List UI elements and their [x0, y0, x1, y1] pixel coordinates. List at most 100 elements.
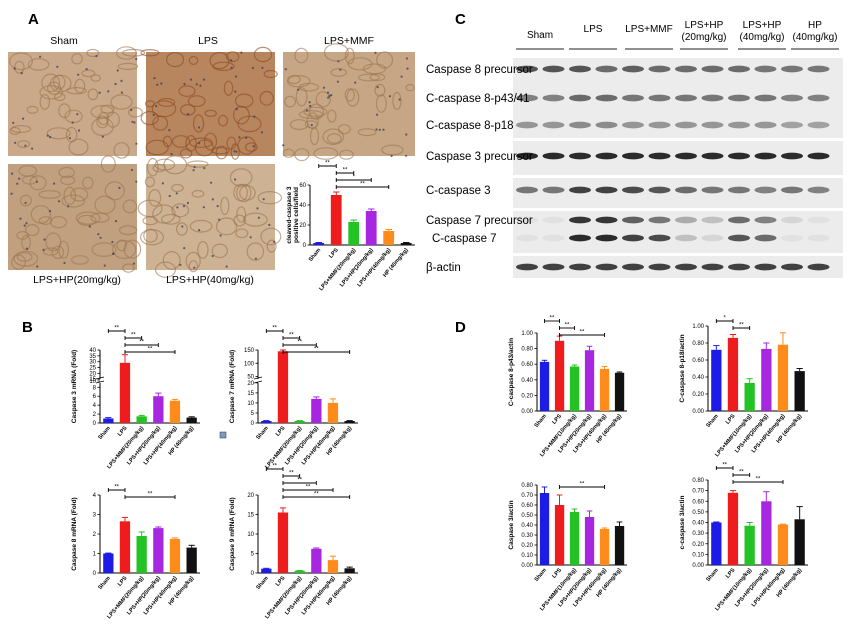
- tissue-nucleus: [135, 57, 138, 61]
- x-category-label: LPS: [725, 413, 737, 425]
- tissue-nucleus: [130, 108, 133, 112]
- tissue-nucleus: [218, 218, 221, 221]
- significance-label: **: [314, 492, 319, 498]
- bar: [761, 501, 772, 566]
- tissue-tubule: [289, 119, 309, 131]
- tissue-tubule: [155, 261, 177, 278]
- tissue-nucleus: [261, 66, 264, 69]
- blot-band: [807, 94, 830, 102]
- bar: [777, 344, 789, 411]
- tissue-tubule: [163, 155, 188, 175]
- blot-band: [542, 186, 565, 194]
- tissue-tubule: [284, 95, 297, 108]
- tissue-tubule: [90, 212, 110, 223]
- y-tick-label: 2: [93, 412, 97, 418]
- tissue-tubule: [29, 175, 47, 191]
- y-axis-label: cleaved-caspase 3positive cells/field: [286, 186, 300, 243]
- blot-band: [595, 234, 618, 242]
- significance-label: **: [580, 330, 585, 336]
- tissue-nucleus: [11, 172, 14, 175]
- tissue-tubule: [220, 196, 230, 216]
- y-tick-label: 0.80: [692, 341, 704, 347]
- blot-band: [781, 94, 803, 102]
- bar: [277, 351, 289, 423]
- y-tick-label: 4: [93, 403, 97, 409]
- tissue-tubule: [187, 95, 206, 107]
- tissue-nucleus: [405, 133, 408, 136]
- legend-marker: [219, 431, 227, 439]
- blot-lane-label-line: Sham: [527, 30, 553, 41]
- blot-band: [754, 121, 777, 129]
- tissue-nucleus: [233, 150, 236, 153]
- tissue-tubule: [369, 73, 386, 82]
- bar: [186, 417, 197, 423]
- y-tick-label: 0.20: [692, 392, 704, 398]
- tissue-nucleus: [202, 206, 205, 209]
- blot-band: [622, 65, 644, 73]
- bar: [119, 521, 131, 573]
- tissue-nucleus: [30, 147, 34, 150]
- blot-band: [781, 152, 803, 160]
- significance-label: **: [550, 316, 555, 322]
- blot-band: [781, 263, 803, 271]
- tissue-nucleus: [257, 216, 260, 219]
- y-tick-label: 150: [244, 348, 255, 354]
- blot-band: [728, 216, 750, 224]
- significance-label: **: [739, 323, 744, 329]
- y-tick-label: 10: [247, 401, 254, 407]
- x-category-label: LPS: [117, 425, 129, 437]
- tissue-tubule: [246, 242, 265, 261]
- tissue-tubule: [230, 143, 240, 160]
- micrograph-label: LPS+HP(40mg/kg): [166, 274, 254, 286]
- tissue-tubule: [19, 194, 32, 207]
- tissue-tubule: [323, 43, 349, 62]
- tissue-nucleus: [376, 113, 379, 116]
- axis-break-gap: [254, 379, 262, 384]
- y-tick-label: 0.10: [692, 552, 704, 558]
- tissue-nucleus: [111, 240, 114, 244]
- tissue-tubule: [178, 85, 196, 97]
- tissue-nucleus: [192, 169, 195, 172]
- micrograph-label: LPS+HP(20mg/kg): [33, 274, 121, 286]
- tissue-nucleus: [245, 136, 248, 139]
- tissue-nucleus: [168, 194, 171, 198]
- bar: [599, 529, 610, 565]
- tissue-nucleus: [305, 109, 309, 112]
- y-axis-label-line: cleaved-caspase 3: [286, 186, 293, 243]
- blot-band: [648, 186, 671, 194]
- tissue-tubule: [123, 239, 142, 259]
- tissue-tubule: [70, 187, 89, 202]
- tissue-nucleus: [240, 51, 243, 54]
- significance-label: *: [353, 175, 356, 181]
- tissue-tubule: [96, 115, 109, 129]
- tissue-nucleus: [234, 178, 237, 181]
- y-tick-label: 0.20: [521, 543, 533, 549]
- y-tick-label: 2: [93, 532, 97, 538]
- tissue-tubule: [260, 227, 282, 246]
- blot-band: [595, 152, 618, 160]
- bar: [569, 366, 580, 411]
- tissue-tubule: [100, 155, 116, 173]
- tissue-nucleus: [330, 94, 333, 97]
- y-tick-label: 0.60: [692, 499, 704, 505]
- x-category-label: LPS: [725, 567, 737, 579]
- tissue-tubule: [282, 148, 295, 158]
- tissue-nucleus: [35, 180, 39, 183]
- blot-band: [569, 94, 591, 102]
- blot-band: [569, 152, 591, 160]
- tissue-nucleus: [181, 225, 184, 228]
- tissue-tubule: [140, 110, 159, 126]
- blot-band: [675, 152, 697, 160]
- bar: [554, 340, 565, 411]
- tissue-nucleus: [176, 206, 179, 209]
- x-category-label: Sham: [255, 575, 269, 591]
- tissue-nucleus: [252, 145, 255, 148]
- blot-band: [728, 234, 750, 242]
- tissue-nucleus: [336, 80, 339, 83]
- blot-band: [622, 121, 644, 129]
- y-tick-label: 40: [89, 348, 96, 354]
- tissue-nucleus: [99, 236, 102, 239]
- blot-band: [542, 65, 565, 73]
